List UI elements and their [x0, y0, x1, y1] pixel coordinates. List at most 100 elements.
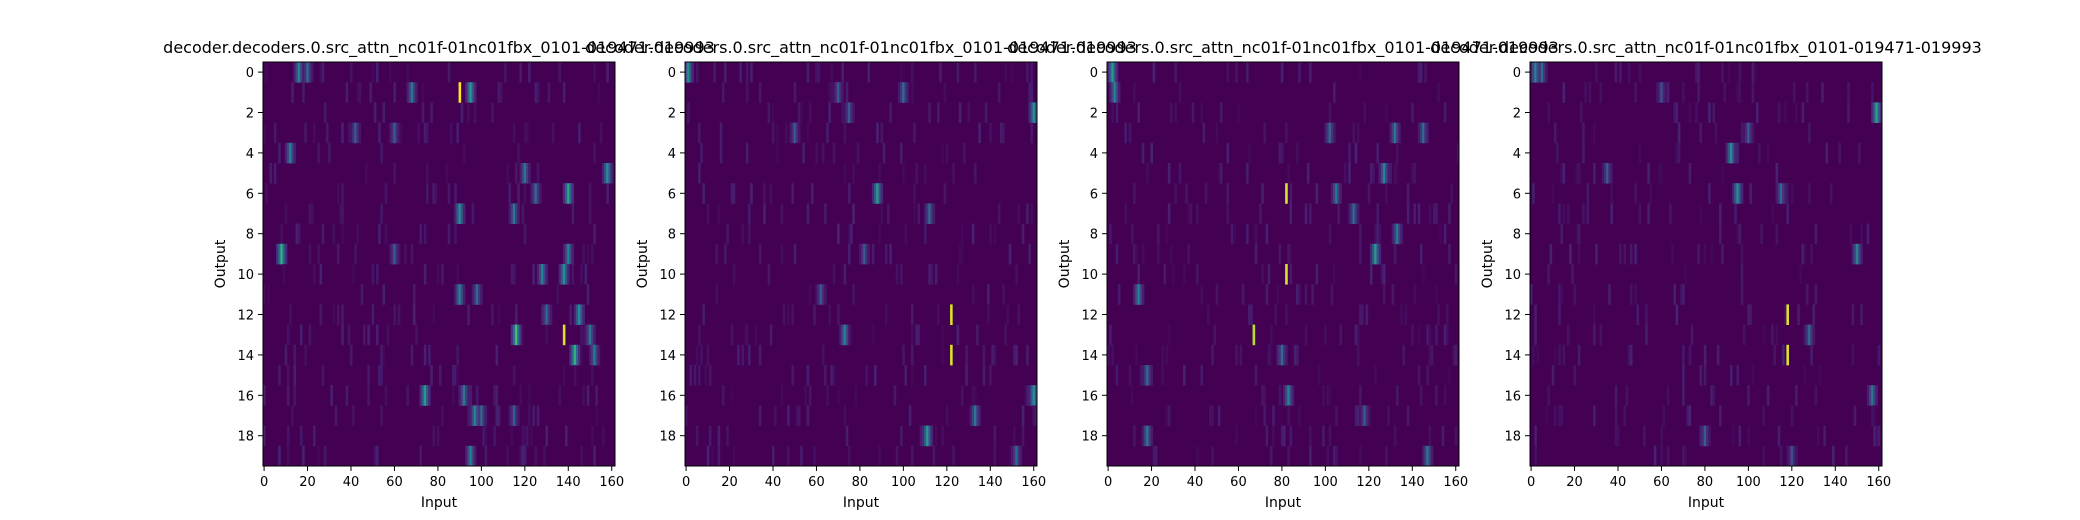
heatmap-cell — [1315, 264, 1319, 285]
heatmap-cell — [462, 142, 466, 164]
heatmap-cell — [1575, 223, 1579, 245]
heatmap-cell — [1603, 163, 1607, 184]
heatmap-cell — [375, 445, 379, 467]
heatmap-cell — [1853, 405, 1857, 426]
heatmap-cell — [815, 142, 818, 164]
x-tick-label: 60 — [1230, 475, 1247, 490]
heatmap-cell — [789, 122, 792, 144]
x-tick-label: 80 — [1274, 475, 1291, 490]
heatmap-cell — [512, 365, 516, 386]
heatmap-cell — [1551, 365, 1555, 386]
heatmap-panel: 0 20 40 60 80 100 120 140 160024681012141618Inpu… — [1007, 38, 1559, 511]
heatmap-cell — [1543, 62, 1546, 83]
heatmap-cell — [263, 284, 266, 305]
heatmap-cell — [1287, 243, 1290, 265]
heatmap-cell — [265, 62, 268, 83]
heatmap-cell — [950, 344, 953, 366]
heatmap-cell — [826, 385, 829, 406]
heatmap-cell — [545, 324, 549, 346]
heatmap-cell — [1146, 425, 1149, 447]
x-tick-label: 20 — [1566, 475, 1583, 490]
heatmap-cell — [582, 243, 585, 265]
heatmap-cell — [791, 122, 795, 144]
heatmap-cell — [1139, 284, 1143, 305]
heatmap-cell — [1278, 385, 1282, 406]
heatmap-cell — [532, 264, 535, 285]
heatmap-cell — [926, 203, 929, 224]
heatmap-cell — [1619, 62, 1622, 83]
heatmap-cell — [1150, 142, 1154, 164]
heatmap-cell — [536, 405, 540, 426]
heatmap-cell — [821, 142, 825, 164]
heatmap-cell — [515, 203, 518, 224]
heatmap-cell — [532, 405, 535, 426]
heatmap-cell — [525, 163, 529, 184]
heatmap-cell — [1853, 243, 1857, 265]
heatmap-cell — [1593, 122, 1596, 144]
heatmap-cell — [1810, 344, 1813, 366]
heatmap-cell — [1858, 243, 1861, 265]
heatmap-cell — [597, 344, 601, 366]
heatmap-cell — [1148, 425, 1151, 447]
x-axis-label: Input — [1688, 495, 1725, 511]
heatmap-cell — [1734, 183, 1737, 204]
heatmap-cell — [1385, 163, 1388, 184]
x-tick-label: 60 — [386, 475, 403, 490]
heatmap-cell — [469, 385, 472, 406]
y-tick-label: 14 — [1504, 349, 1521, 364]
heatmap-cell — [1599, 82, 1603, 103]
x-tick-label: 100 — [1736, 475, 1761, 490]
heatmap-cell — [430, 102, 433, 123]
heatmap-cell — [471, 203, 475, 224]
heatmap-cell — [286, 425, 290, 447]
heatmap-cell — [1556, 142, 1559, 164]
heatmap-cell — [987, 304, 990, 325]
heatmap-cell — [771, 445, 775, 467]
heatmap-cell — [1115, 82, 1119, 103]
heatmap-cell — [1634, 183, 1637, 204]
y-tick-label: 8 — [246, 228, 254, 243]
heatmap-cell — [528, 62, 531, 83]
heatmap-cell — [471, 82, 475, 103]
heatmap-cell — [1367, 183, 1371, 204]
heatmap-cell — [304, 344, 307, 366]
heatmap-cell — [475, 284, 479, 305]
heatmap-cell — [804, 385, 808, 406]
heatmap-cell — [608, 163, 612, 184]
heatmap-cell — [384, 183, 388, 204]
heatmap-cell — [1808, 122, 1811, 144]
heatmap-cell — [1586, 183, 1590, 204]
heatmap-cell — [425, 163, 429, 184]
heatmap-cell — [1797, 304, 1800, 325]
heatmap-cell — [1170, 102, 1173, 123]
x-tick-label: 140 — [556, 475, 581, 490]
heatmap-cell — [843, 102, 847, 123]
heatmap-cell — [1348, 163, 1351, 184]
heatmap-cell — [1365, 304, 1369, 325]
heatmap-cell — [521, 324, 525, 346]
heatmap-cell — [1736, 142, 1739, 164]
heatmap-cell — [452, 385, 455, 406]
heatmap-cell — [1435, 203, 1438, 224]
heatmap-cell — [441, 264, 444, 285]
heatmap-cell — [293, 344, 296, 366]
heatmap-cell — [436, 264, 440, 285]
heatmap-cell — [508, 183, 512, 204]
heatmap-cell — [784, 122, 788, 144]
heatmap-cell — [1376, 142, 1379, 164]
heatmap-cell — [521, 163, 525, 184]
heatmap-cell — [984, 102, 988, 123]
heatmap-cell — [341, 183, 344, 204]
heatmap-cell — [1688, 344, 1692, 366]
heatmap-cell — [1133, 243, 1136, 265]
heatmap-cell — [932, 445, 936, 467]
y-tick-label: 6 — [1513, 187, 1521, 202]
heatmap-cell — [1435, 284, 1438, 305]
heatmap-cell — [1682, 82, 1685, 103]
heatmap-cell — [1361, 405, 1364, 426]
heatmap-cell — [1248, 304, 1251, 325]
heatmap-cell — [1315, 183, 1319, 204]
heatmap-cell — [1614, 425, 1618, 447]
heatmap-cell — [580, 344, 583, 366]
heatmap-cell — [934, 425, 938, 447]
